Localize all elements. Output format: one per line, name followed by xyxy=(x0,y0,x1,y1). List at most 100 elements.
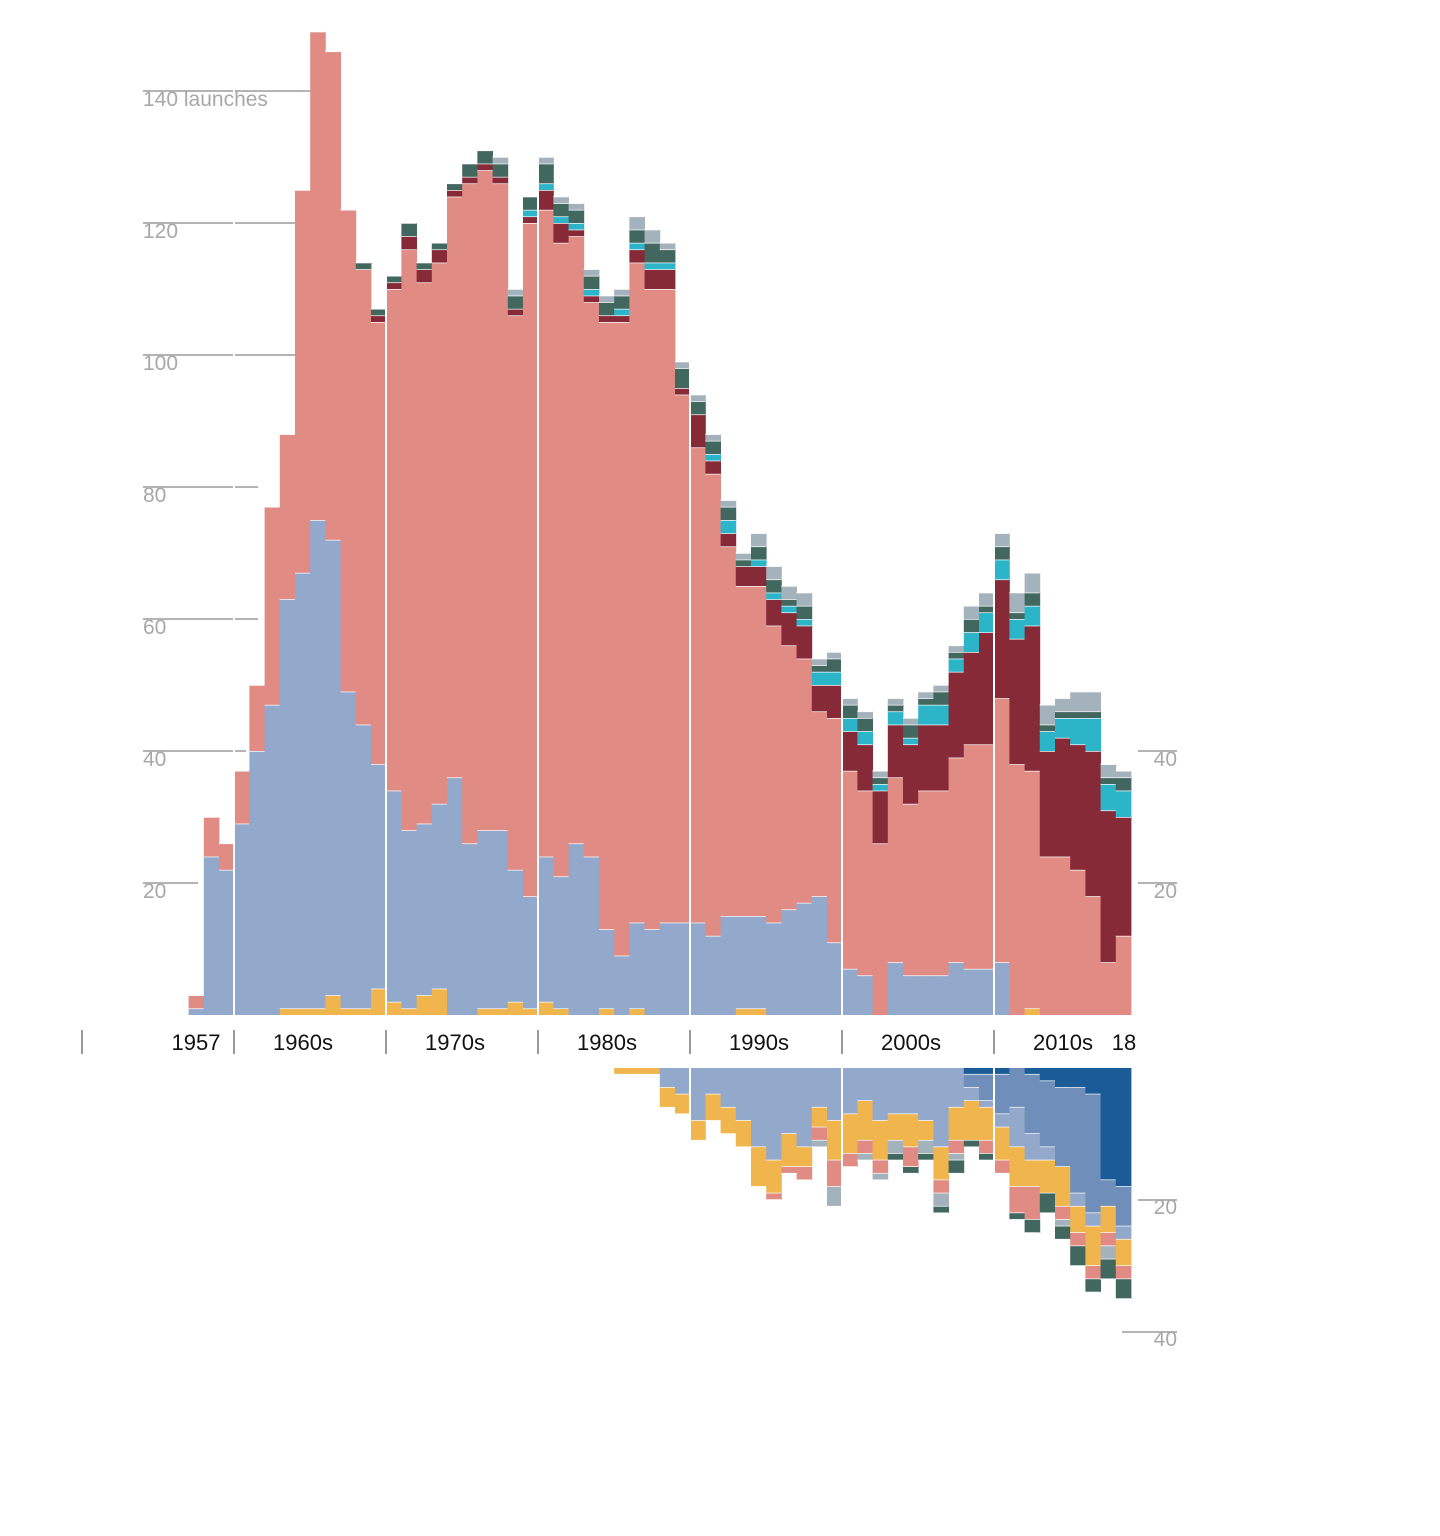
bar-1988-japan xyxy=(659,249,676,263)
bar-1984-ussr-russia xyxy=(599,322,615,930)
bar-2018-ussr-russia xyxy=(1115,1266,1132,1280)
bar-1980-india xyxy=(538,183,554,190)
bar-1966-united-states xyxy=(325,539,341,996)
bar-1977-united-states xyxy=(492,830,509,1009)
bar-1988-europe xyxy=(659,242,676,250)
bar-2017-other xyxy=(1100,1206,1117,1233)
bar-1992-japan xyxy=(720,506,737,520)
bar-2011-ussr-russia xyxy=(1009,764,1025,1015)
bar-2002-other xyxy=(872,1120,889,1161)
bar-2012-ussr-russia xyxy=(1024,770,1041,1009)
top-tick-label-120: 120 xyxy=(143,220,178,243)
bar-2013-china xyxy=(1039,751,1056,857)
bar-1987-china xyxy=(644,269,661,289)
bar-2007-china xyxy=(948,671,965,758)
bar-1992-other xyxy=(720,1107,737,1134)
bar-1981-europe xyxy=(553,196,569,204)
bar-2002-china xyxy=(872,790,889,844)
bar-2017-japan xyxy=(1100,1259,1117,1280)
bar-1991-united-states xyxy=(705,935,721,1015)
bottom-bars xyxy=(614,1068,1132,1300)
bar-2014-japan xyxy=(1055,711,1071,718)
bar-2006-india xyxy=(933,704,949,725)
bar-1999-other xyxy=(827,1120,843,1161)
top-tick-label-100: 100 xyxy=(143,352,178,375)
bar-2010-us-commercial xyxy=(994,1068,1010,1075)
bar-2012-united-states xyxy=(1024,1134,1041,1161)
bar-1981-other xyxy=(553,1008,569,1015)
bar-2008-other xyxy=(963,1101,980,1141)
bar-1999-ussr-russia xyxy=(827,718,843,943)
bar-2008-united-states xyxy=(963,1087,980,1101)
bar-2008-china xyxy=(963,652,980,745)
bar-1999-europe xyxy=(827,652,843,659)
bar-2010-united-states xyxy=(994,962,1010,1015)
bar-1987-japan xyxy=(644,242,661,263)
bar-2006-europe xyxy=(933,1193,949,1207)
bar-2015-us-private xyxy=(1070,1087,1086,1194)
bar-2001-united-states xyxy=(857,1068,873,1101)
bar-2014-us-private xyxy=(1055,1087,1071,1167)
bar-2009-ussr-russia xyxy=(979,744,995,969)
bar-2000-other xyxy=(842,1114,858,1154)
bar-1997-other xyxy=(796,1147,813,1167)
bar-1965-other xyxy=(310,1008,326,1015)
bar-1997-ussr-russia xyxy=(796,1167,813,1181)
bar-1992-europe xyxy=(720,500,737,507)
bar-1999-china xyxy=(827,685,843,718)
bar-2011-china xyxy=(1009,638,1025,765)
bar-2018-japan xyxy=(1115,1279,1132,1299)
bar-1971-japan xyxy=(401,223,417,237)
bar-1986-china xyxy=(629,249,645,263)
bar-2010-united-states xyxy=(994,1114,1010,1128)
bar-2005-china xyxy=(918,724,934,791)
bar-1962-united-states xyxy=(264,704,281,1015)
bar-2004-ussr-russia xyxy=(903,803,919,976)
bar-1969-other xyxy=(371,988,387,1015)
bottom-tick-label-40: 40 xyxy=(1154,1328,1177,1351)
bar-1987-ussr-russia xyxy=(644,289,661,930)
bar-2010-ussr-russia xyxy=(994,1160,1010,1174)
bar-1993-united-states xyxy=(735,916,752,1009)
bar-1998-ussr-russia xyxy=(811,1127,828,1141)
decade-separators xyxy=(233,80,995,1420)
bar-1983-europe xyxy=(583,269,600,276)
bar-2005-europe xyxy=(918,1140,934,1154)
bar-1996-china xyxy=(781,612,797,646)
bar-1991-japan xyxy=(705,440,721,454)
bar-2001-ussr-russia xyxy=(857,790,873,976)
bar-1958-ussr-russia xyxy=(203,817,220,857)
bar-2007-other xyxy=(948,1107,965,1141)
bar-2006-china xyxy=(933,724,949,791)
bar-2000-europe xyxy=(842,698,858,705)
bar-2002-ussr-russia xyxy=(872,1160,889,1174)
bar-1977-japan xyxy=(492,163,509,177)
bar-1967-ussr-russia xyxy=(340,209,357,692)
bar-2004-united-states xyxy=(903,1068,919,1115)
bar-2001-india xyxy=(857,731,873,745)
bar-1995-other xyxy=(766,1160,782,1194)
bar-1976-united-states xyxy=(477,830,493,1009)
bar-2016-china xyxy=(1085,751,1101,897)
bar-1969-china xyxy=(371,315,387,322)
bar-1968-other xyxy=(355,1008,372,1015)
bar-1970-united-states xyxy=(386,790,402,1002)
bar-1987-united-states xyxy=(644,929,661,1015)
bar-2003-europe xyxy=(887,1140,904,1154)
bar-1980-ussr-russia xyxy=(538,209,554,857)
bar-1980-united-states xyxy=(538,856,554,1002)
bar-2012-us-private xyxy=(1024,1074,1041,1134)
bar-2018-us-commercial xyxy=(1115,1068,1132,1187)
bar-1987-india xyxy=(644,262,661,270)
bar-1963-other xyxy=(279,1008,296,1015)
bar-2004-united-states xyxy=(903,975,919,1015)
bar-1998-japan xyxy=(811,665,828,672)
bar-2014-india xyxy=(1055,718,1071,738)
bar-1973-united-states xyxy=(431,803,448,989)
bar-2013-japan xyxy=(1039,1193,1056,1214)
bar-2016-europe xyxy=(1085,691,1101,712)
bar-1982-europe xyxy=(568,203,585,210)
bar-1985-japan xyxy=(614,295,630,309)
bar-2018-united-states xyxy=(1115,1226,1132,1240)
bar-1971-other xyxy=(401,1008,417,1015)
